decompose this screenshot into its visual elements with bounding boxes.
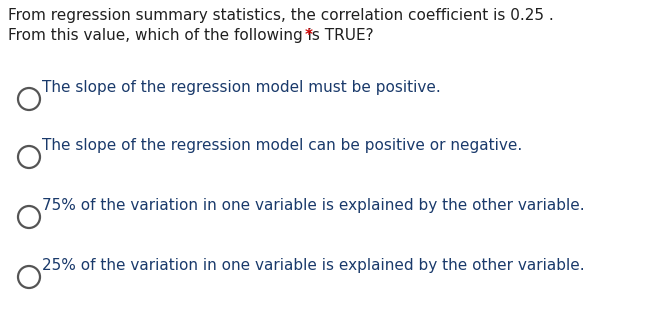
Text: 75% of the variation in one variable is explained by the other variable.: 75% of the variation in one variable is … <box>42 198 585 213</box>
Text: The slope of the regression model must be positive.: The slope of the regression model must b… <box>42 80 441 95</box>
Text: 25% of the variation in one variable is explained by the other variable.: 25% of the variation in one variable is … <box>42 258 585 273</box>
Text: *: * <box>304 28 312 43</box>
Text: From this value, which of the following is TRUE?: From this value, which of the following … <box>8 28 379 43</box>
Text: From regression summary statistics, the correlation coefficient is 0.25 .: From regression summary statistics, the … <box>8 8 553 23</box>
Text: The slope of the regression model can be positive or negative.: The slope of the regression model can be… <box>42 138 522 153</box>
